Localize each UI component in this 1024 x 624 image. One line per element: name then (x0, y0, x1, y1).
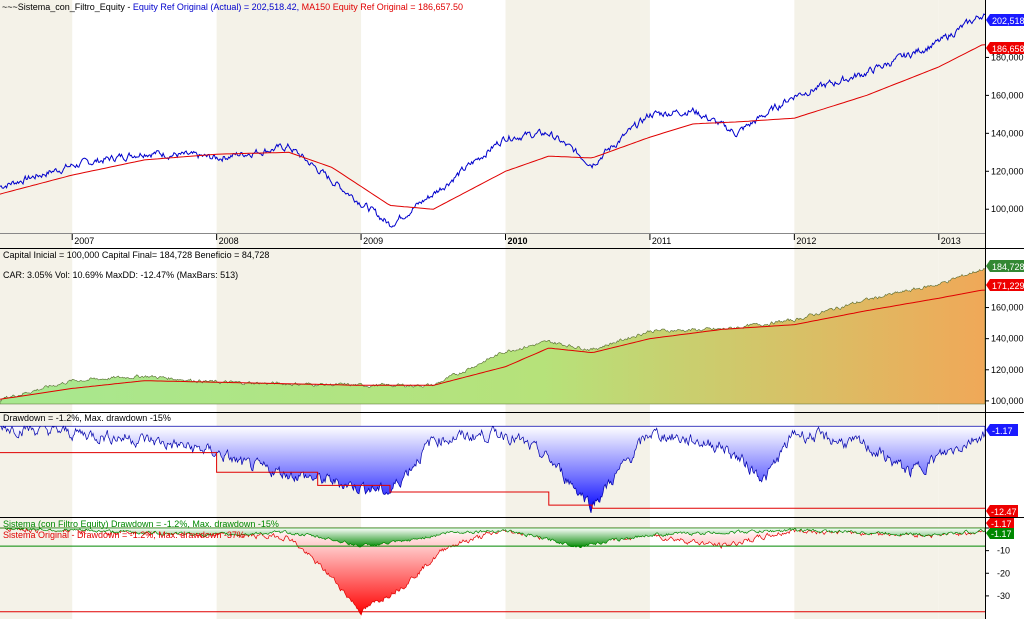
capital-value-badge: 184,728 (986, 260, 1024, 272)
capital-area (0, 267, 986, 405)
max-drawdown-badge: -12.47 (986, 505, 1018, 517)
x-tick-label: 2008 (219, 236, 239, 246)
equity-line (0, 13, 986, 228)
svg-text:-1.17: -1.17 (991, 529, 1012, 539)
original-drawdown-legend: Sistema Original - Drawdown = -1.2%, Max… (3, 530, 245, 540)
year-band (505, 0, 650, 619)
y-tick-label: -10 (997, 546, 1010, 556)
x-tick-label: 2009 (363, 236, 383, 246)
x-tick-label: 2011 (652, 236, 671, 246)
original-drawdown-badge: -1.17 (986, 518, 1014, 529)
filtered-drawdown-area (0, 527, 986, 548)
svg-text:-1.17: -1.17 (992, 426, 1013, 436)
x-tick-label: 2012 (796, 236, 816, 246)
compare-drawdown-panel: 0-10-20-30 (0, 523, 1010, 616)
y-tick-label: 140,000 (991, 128, 1024, 138)
capital-ma-badge: 171,229 (986, 279, 1024, 291)
x-tick-label: 2010 (507, 236, 527, 246)
year-band (0, 0, 73, 619)
drawdown-area-fill (0, 425, 986, 513)
svg-text:-12.47: -12.47 (991, 507, 1017, 517)
y-tick-label: 100,000 (991, 204, 1024, 214)
max-drawdown-line (0, 452, 985, 509)
svg-text:186,658: 186,658 (992, 44, 1024, 54)
stats-summary-line: CAR: 3.05% Vol: 10.69% MaxDD: -12.47% (M… (3, 270, 238, 280)
y-tick-label: 120,000 (991, 166, 1024, 176)
capital-panel: 160,000 140,000 120,000 100,000 (0, 267, 1024, 406)
panel1-title: ~~~Sistema_con_Filtro_Equity - Equity Re… (2, 2, 463, 12)
svg-text:-1.17: -1.17 (991, 519, 1012, 529)
x-tick-label: 2013 (941, 236, 961, 246)
drawdown-badge: -1.17 (986, 424, 1018, 436)
drawdown-area (0, 425, 986, 513)
capital-ma-path (0, 289, 986, 400)
y-tick-label: 140,000 (991, 334, 1024, 344)
svg-text:184,728: 184,728 (992, 262, 1024, 272)
y-axis-ticks: 180,000 160,000 140,000 120,000 100,000 (985, 52, 1024, 214)
y-tick-label: -20 (997, 568, 1010, 578)
ma150-line (0, 44, 986, 210)
capital-area-fill (0, 267, 986, 405)
y-tick-label: 120,000 (991, 365, 1024, 375)
filtered-drawdown-legend: Sistema (con Filtro Equity) Drawdown = -… (3, 519, 279, 529)
equity-panel: 2007 2008 2009 2010 2011 2012 2013 180,000 160,… (0, 13, 1024, 246)
max-drawdown-path (0, 452, 985, 509)
x-tick-label: 2007 (74, 236, 94, 246)
filtered-drawdown-fill (0, 527, 986, 548)
y-tick-label: 100,000 (991, 396, 1024, 406)
svg-text:202,518: 202,518 (992, 16, 1024, 26)
equity-series-line (0, 13, 986, 228)
capital-y-axis-ticks: 160,000 140,000 120,000 100,000 (985, 303, 1024, 406)
y-tick-label: 180,000 (991, 52, 1024, 62)
ma150-series-line (0, 44, 986, 210)
capital-summary-line: Capital Inicial = 100,000 Capital Final=… (3, 250, 269, 260)
ma-value-badge: 186,658 (986, 42, 1024, 54)
y-tick-label: 160,000 (991, 303, 1024, 313)
capital-ma-line (0, 289, 986, 400)
y-tick-label: 160,000 (991, 90, 1024, 100)
equity-value-badge: 202,518 (986, 14, 1024, 26)
y-tick-label: -30 (997, 591, 1010, 601)
year-band (216, 0, 362, 619)
x-axis-ticks: 2007 2008 2009 2010 2011 2012 2013 (71, 234, 961, 246)
filtered-drawdown-badge: -1.17 (986, 528, 1014, 539)
drawdown-panel (0, 425, 986, 513)
drawdown-title: Drawdown = -1.2%, Max. drawdown -15% (3, 413, 171, 423)
svg-text:171,229: 171,229 (992, 281, 1024, 291)
